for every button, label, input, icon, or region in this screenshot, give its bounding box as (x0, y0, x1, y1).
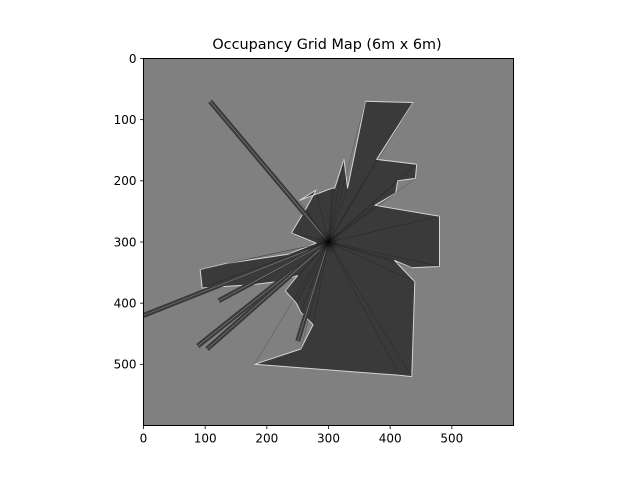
y-tick-label-0: 0 (129, 52, 137, 66)
ray-6 (328, 164, 417, 243)
y-tick-label-100: 100 (114, 113, 137, 127)
ray-4 (328, 102, 414, 243)
axes: 0 100 200 300 400 500 0 100 200 300 400 500 (114, 52, 514, 446)
ray-13 (328, 241, 412, 268)
ray-3 (328, 101, 366, 243)
ray-15 (328, 241, 415, 282)
ray-29 (226, 241, 329, 264)
chart-title: Occupancy Grid Map (6m x 6m) (212, 37, 441, 53)
y-tick-label-400: 400 (114, 296, 137, 310)
ray-16 (328, 241, 412, 377)
x-tick-label-200: 200 (255, 432, 278, 446)
ray-17 (328, 241, 400, 376)
ray-7 (328, 178, 416, 243)
ray-11 (328, 216, 440, 243)
x-tick-label-400: 400 (379, 432, 402, 446)
x-tick-label-300: 300 (317, 432, 340, 446)
y-tick-label-200: 200 (114, 174, 137, 188)
ray-20 (312, 241, 329, 325)
beam-edge-4 (297, 241, 329, 342)
ray-19 (300, 241, 329, 350)
x-tick-label-500: 500 (440, 432, 463, 446)
ray-26 (251, 241, 329, 286)
y-tick-label-300: 300 (114, 235, 137, 249)
plot-area (143, 58, 514, 426)
x-tick-label-100: 100 (194, 432, 217, 446)
ray-18 (254, 241, 329, 365)
ray-27 (201, 241, 329, 289)
ray-8 (328, 180, 398, 243)
y-tick-label-500: 500 (114, 358, 137, 372)
ray-12 (328, 241, 440, 267)
ray-texture (200, 101, 440, 377)
beam-edge-0 (209, 101, 329, 243)
robot-origin (314, 228, 343, 256)
x-tick-label-0: 0 (140, 432, 148, 446)
beam-edge-1 (143, 241, 329, 316)
ray-28 (200, 241, 329, 270)
ray-1 (328, 159, 345, 243)
beam-group (143, 99, 331, 351)
ray-5 (328, 159, 377, 243)
beam-edge-3 (206, 241, 329, 350)
beam-edge-5 (218, 241, 329, 301)
